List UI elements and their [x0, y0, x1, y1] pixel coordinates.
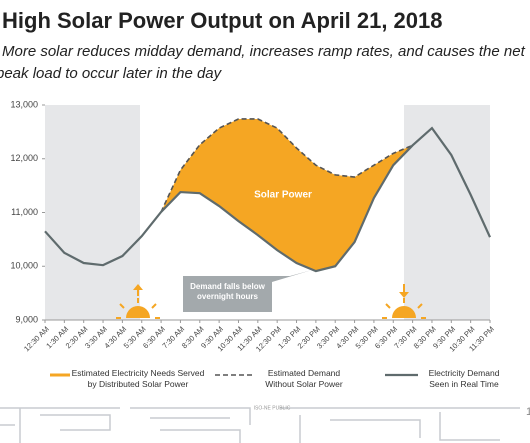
- sunrise-icon: [116, 284, 160, 319]
- subtitle: More solar reduces midday demand, increa…: [2, 43, 526, 60]
- footer-decoration: [0, 407, 520, 443]
- legend-label: Estimated Demand Without Solar Power: [265, 368, 343, 389]
- sunset-icon: [382, 284, 426, 319]
- y-tick-label: 11,000: [11, 207, 38, 217]
- night-shade: [45, 105, 140, 320]
- legend-label: Electricity Demand Seen in Real Time: [428, 368, 500, 389]
- footer-label: ISO-NE PUBLIC: [254, 405, 291, 411]
- subtitle: peak load to occur later in the day: [0, 65, 223, 82]
- legend-entry: Estimated Demand Without Solar Power: [265, 368, 343, 389]
- y-tick-label: 12,000: [10, 153, 38, 163]
- series-line: [44, 126, 492, 273]
- page-number: 1: [526, 406, 530, 418]
- chart-title: High Solar Power Output on April 21, 201…: [2, 8, 442, 33]
- legend-entry: Electricity Demand Seen in Real Time: [428, 368, 500, 389]
- night-shade: [404, 105, 490, 320]
- legend-entry: Estimated Electricity Needs Served by Di…: [71, 368, 205, 389]
- y-tick-label: 10,000: [10, 261, 38, 271]
- solar-fill: [161, 118, 413, 272]
- annotation: Solar Power: [254, 190, 312, 201]
- annotation-callout: Demand falls below overnight hours: [183, 270, 312, 312]
- legend-label: Estimated Electricity Needs Served by Di…: [71, 368, 205, 389]
- x-tick-label: 12:30 AM: [22, 324, 51, 353]
- y-tick-label: 9,000: [15, 314, 38, 324]
- annotation: Demand falls below overnight hours: [190, 282, 265, 301]
- series-line: [160, 118, 413, 213]
- y-tick-label: 13,000: [10, 99, 38, 109]
